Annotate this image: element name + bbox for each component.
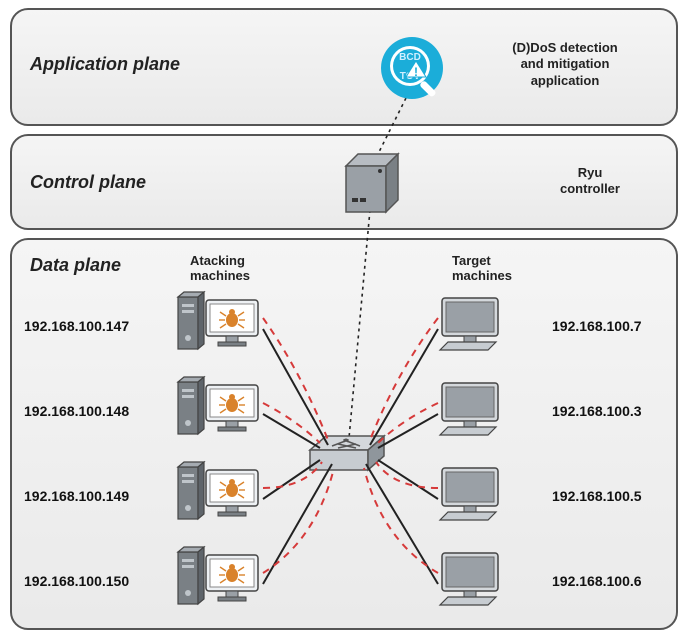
target-ip-2: 192.168.100.5 <box>552 488 642 504</box>
ctrl-plane-title: Control plane <box>30 172 146 193</box>
attacker-ip-0: 192.168.100.147 <box>24 318 129 334</box>
data-plane-title: Data plane <box>30 255 121 276</box>
target-col-title: Targetmachines <box>452 253 542 283</box>
target-ip-0: 192.168.100.7 <box>552 318 642 334</box>
app-desc: (D)DoS detectionand mitigationapplicatio… <box>480 40 650 89</box>
target-ip-1: 192.168.100.3 <box>552 403 642 419</box>
data-plane-panel <box>10 238 678 630</box>
target-ip-3: 192.168.100.6 <box>552 573 642 589</box>
attacking-col-title: Atackingmachines <box>190 253 280 283</box>
attacker-ip-3: 192.168.100.150 <box>24 573 129 589</box>
ctrl-desc: Ryucontroller <box>540 165 640 198</box>
sdn-architecture-diagram: Application plane Control plane Data pla… <box>0 0 688 640</box>
attacker-ip-2: 192.168.100.149 <box>24 488 129 504</box>
attacker-ip-1: 192.168.100.148 <box>24 403 129 419</box>
app-plane-title: Application plane <box>30 54 180 75</box>
